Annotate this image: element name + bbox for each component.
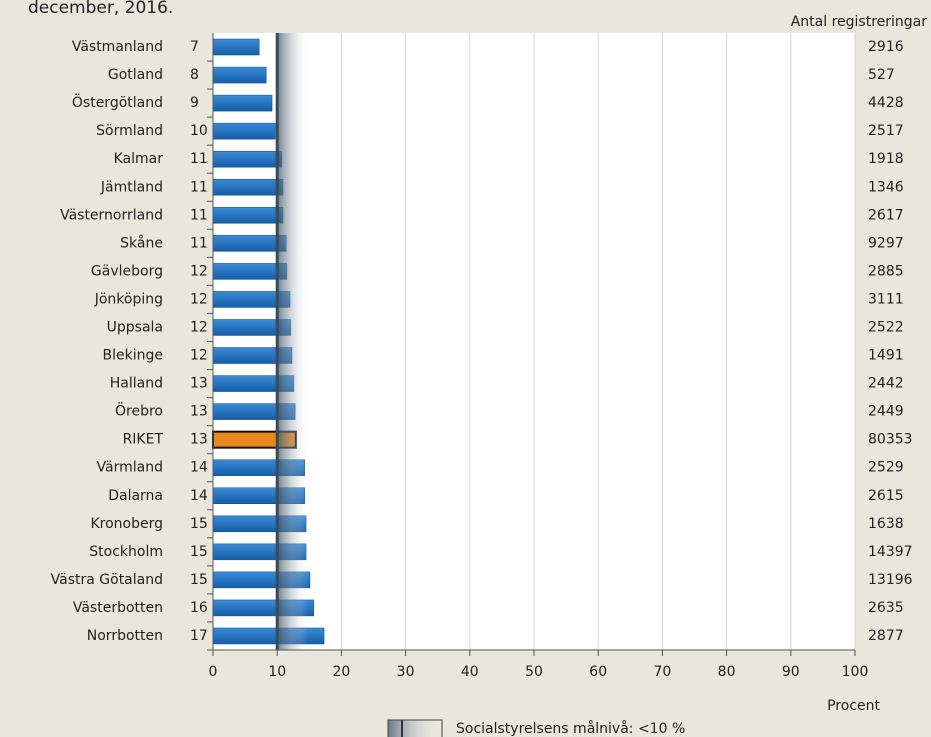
category-label: Värmland <box>97 460 163 476</box>
category-label: Kronoberg <box>90 516 163 532</box>
value-label: 10 <box>190 123 208 139</box>
count-label: 2885 <box>868 263 904 279</box>
x-tick-label: 80 <box>718 664 736 680</box>
category-label: Örebro <box>115 402 163 420</box>
bar <box>212 179 284 196</box>
count-label: 2615 <box>868 488 904 504</box>
legend-swatch <box>387 719 443 737</box>
value-label: 13 <box>190 376 208 392</box>
value-label: 15 <box>190 516 208 532</box>
count-label: 2916 <box>868 39 904 55</box>
bar <box>212 150 282 168</box>
value-label: 11 <box>190 235 208 251</box>
value-label: 12 <box>190 319 208 335</box>
count-label: 2449 <box>868 404 904 420</box>
value-label: 16 <box>190 600 208 616</box>
x-tick-label: 90 <box>782 664 800 680</box>
value-label: 11 <box>190 179 208 195</box>
category-label: Skåne <box>120 234 163 251</box>
bar <box>212 122 276 140</box>
category-label: Blekinge <box>103 348 163 364</box>
bar <box>212 38 260 56</box>
x-tick-label: 70 <box>653 664 671 680</box>
category-label: Stockholm <box>89 544 163 560</box>
x-tick-label: 30 <box>397 664 415 680</box>
category-label: Uppsala <box>107 319 163 335</box>
category-label: Jämtland <box>100 179 163 195</box>
category-label: Västerbotten <box>73 600 163 616</box>
category-label: Sörmland <box>96 123 163 139</box>
count-label: 4428 <box>868 95 904 111</box>
category-label: Västernorrland <box>60 207 163 223</box>
x-tick-label: 50 <box>525 664 543 680</box>
count-label: 1346 <box>868 179 904 195</box>
count-label: 2517 <box>868 123 904 139</box>
category-label: Västmanland <box>72 39 163 55</box>
bar <box>212 207 284 224</box>
count-label: 2442 <box>868 376 904 392</box>
chart-title: december, 2016. <box>28 0 173 18</box>
value-label: 13 <box>190 432 208 448</box>
x-axis-label: Procent <box>827 698 880 714</box>
value-label: 15 <box>190 544 208 560</box>
count-label: 1638 <box>868 516 904 532</box>
x-tick-label: 20 <box>332 664 350 680</box>
category-label: Norrbotten <box>87 628 163 644</box>
count-label: 80353 <box>868 432 913 448</box>
bar <box>212 235 287 252</box>
x-tick-label: 60 <box>589 664 607 680</box>
value-label: 11 <box>190 151 208 167</box>
bar <box>212 66 267 84</box>
value-label: 8 <box>190 67 199 83</box>
category-label: Dalarna <box>108 488 163 504</box>
x-tick-label: 0 <box>209 664 218 680</box>
count-header: Antal registreringar <box>791 14 928 30</box>
category-label: Kalmar <box>114 151 164 167</box>
value-label: 12 <box>190 263 208 279</box>
value-label: 7 <box>190 39 199 55</box>
count-label: 2529 <box>868 460 904 476</box>
count-label: 1491 <box>868 348 904 364</box>
value-label: 9 <box>190 95 199 111</box>
count-label: 2877 <box>868 628 904 644</box>
count-label: 2635 <box>868 600 904 616</box>
count-label: 1918 <box>868 151 904 167</box>
value-label: 14 <box>190 460 208 476</box>
legend-label: Socialstyrelsens målnivå: <10 % <box>456 720 685 737</box>
value-label: 13 <box>190 404 208 420</box>
value-label: 12 <box>190 291 208 307</box>
category-label: RIKET <box>123 432 164 448</box>
value-label: 12 <box>190 348 208 364</box>
value-label: 14 <box>190 488 208 504</box>
count-label: 527 <box>868 67 895 83</box>
x-tick-label: 10 <box>268 664 286 680</box>
x-tick-label: 40 <box>461 664 479 680</box>
value-label: 15 <box>190 572 208 588</box>
value-label: 11 <box>190 207 208 223</box>
count-label: 3111 <box>868 291 904 307</box>
bar <box>212 94 273 112</box>
category-label: Jönköping <box>94 291 163 307</box>
category-label: Östergötland <box>72 93 163 111</box>
category-label: Gotland <box>108 67 163 83</box>
target-shade <box>277 33 310 650</box>
x-tick-label: 100 <box>842 664 869 680</box>
category-label: Gävleborg <box>91 263 163 279</box>
category-label: Halland <box>110 376 163 392</box>
count-label: 9297 <box>868 235 904 251</box>
count-label: 13196 <box>868 572 913 588</box>
count-label: 2617 <box>868 207 904 223</box>
category-label: Västra Götaland <box>51 572 163 588</box>
count-label: 2522 <box>868 319 904 335</box>
value-label: 17 <box>190 628 208 644</box>
count-label: 14397 <box>868 544 913 560</box>
